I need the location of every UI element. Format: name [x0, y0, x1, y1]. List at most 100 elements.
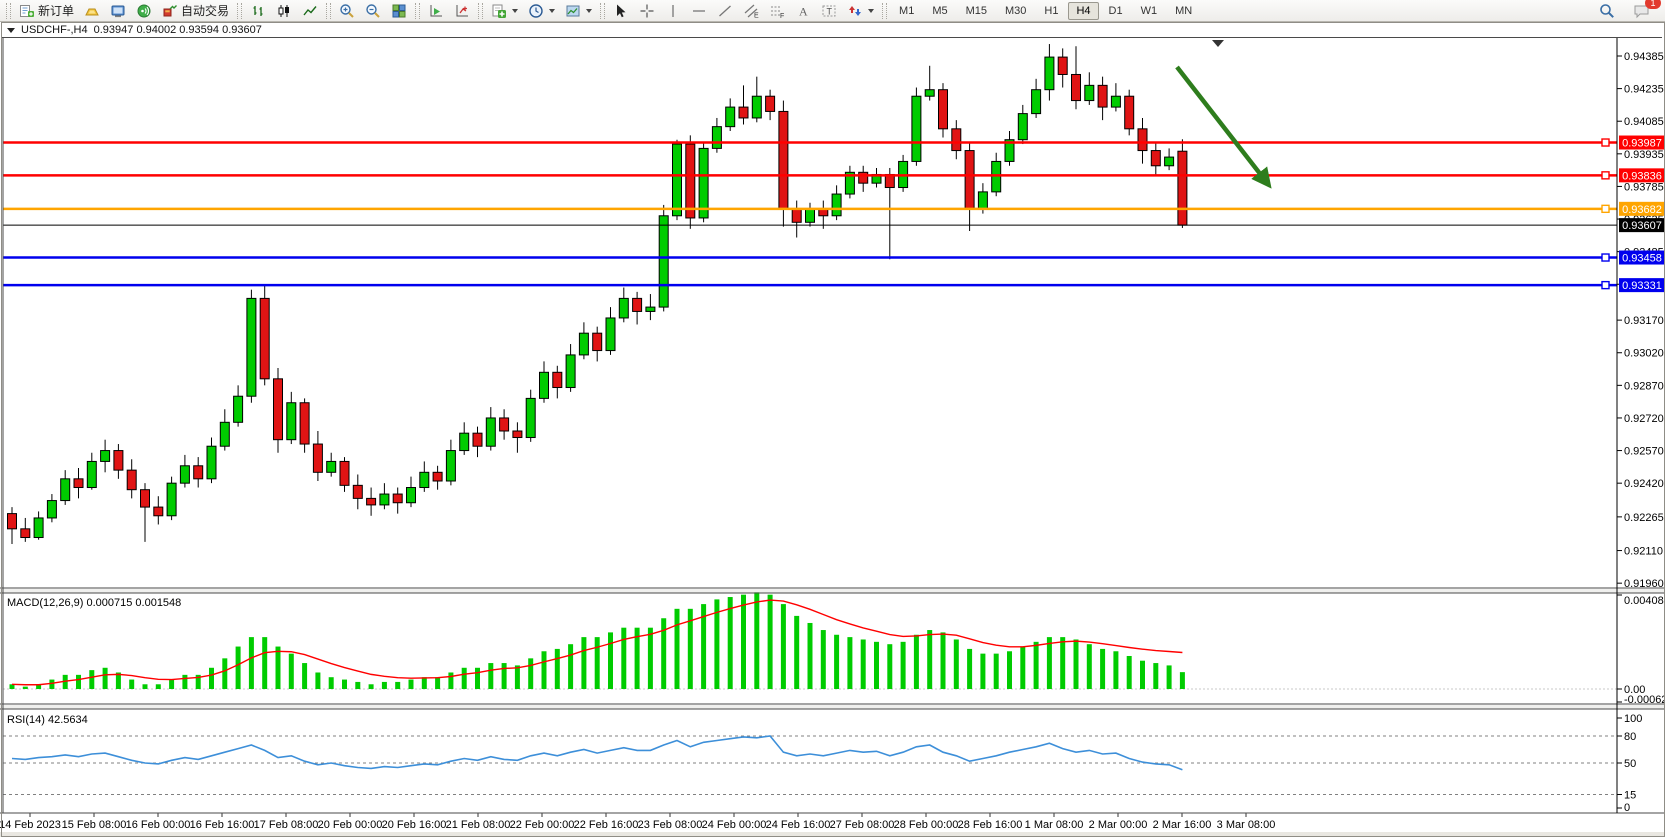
zoom-out-icon — [365, 3, 381, 19]
line-chart-mode-button[interactable] — [298, 1, 322, 21]
zoom-out-button[interactable] — [361, 1, 385, 21]
text-tool-button[interactable]: A — [791, 1, 815, 21]
dropdown-caret-icon — [549, 8, 556, 13]
svg-text:A: A — [799, 4, 808, 18]
svg-text:17 Feb 08:00: 17 Feb 08:00 — [254, 819, 319, 831]
price-tag — [1619, 201, 1665, 216]
vertical-line-icon — [665, 3, 681, 19]
notifications-button[interactable]: 1 — [1629, 0, 1661, 21]
timeframe-m1-button[interactable]: M1 — [899, 4, 915, 17]
signal-button[interactable] — [132, 1, 156, 21]
search-button[interactable] — [1595, 1, 1619, 21]
svg-text:0.93836: 0.93836 — [1622, 170, 1662, 182]
tile-windows-icon — [391, 3, 407, 19]
period-button[interactable] — [524, 1, 559, 21]
rsi-label: RSI(14) 42.5634 — [7, 714, 88, 726]
channel-icon: E — [743, 3, 759, 19]
svg-text:16 Feb 16:00: 16 Feb 16:00 — [190, 819, 255, 831]
horizontal-level-line[interactable]: 0.93331 — [3, 278, 1665, 293]
tile-windows-button[interactable] — [387, 1, 411, 21]
arrows-tool-button[interactable] — [843, 1, 878, 21]
toolbar-grip — [478, 2, 484, 19]
svg-text:2 Mar 16:00: 2 Mar 16:00 — [1153, 819, 1212, 831]
cursor-icon — [613, 3, 629, 19]
strategy-tester-button[interactable] — [424, 1, 448, 21]
vertical-line-tool-button[interactable] — [661, 1, 685, 21]
timeframe-m30-button[interactable]: M30 — [1005, 4, 1027, 17]
timeframe-m15-button[interactable]: M15 — [965, 4, 987, 17]
svg-text:-0.000622: -0.000622 — [1624, 694, 1665, 706]
toolbar-grip — [600, 2, 606, 19]
svg-text:21 Feb 08:00: 21 Feb 08:00 — [446, 819, 511, 831]
horizontal-line-icon — [691, 3, 707, 19]
horizontal-level-line[interactable]: 0.93987 — [3, 135, 1665, 150]
line-chart-icon — [302, 3, 318, 19]
line-handle — [1601, 138, 1610, 147]
auto-trading-button[interactable]: 自动交易 — [158, 1, 233, 21]
svg-text:T: T — [827, 6, 833, 16]
data-window-button[interactable] — [450, 1, 474, 21]
candlestick-chart-icon — [276, 3, 292, 19]
svg-text:20 Feb 00:00: 20 Feb 00:00 — [318, 819, 383, 831]
notification-badge: 1 — [1645, 0, 1661, 9]
rsi-line — [11, 735, 1183, 771]
svg-text:15: 15 — [1624, 790, 1636, 802]
client-terminal-button[interactable] — [106, 1, 130, 21]
text-label-tool-button[interactable]: T — [817, 1, 841, 21]
line-handle — [1601, 171, 1610, 180]
add-indicator-button[interactable] — [487, 1, 522, 21]
macd-signal-line — [11, 599, 1183, 686]
price-tag — [1619, 218, 1665, 233]
deposit-button[interactable] — [80, 1, 104, 21]
toolbar-grip — [326, 2, 332, 19]
horizontal-level-line[interactable]: 0.93836 — [3, 168, 1665, 183]
chart-shift-marker[interactable] — [1212, 40, 1224, 47]
svg-text:0.94085: 0.94085 — [1624, 116, 1664, 128]
chart-symbol-title: USDCHF-,H4 — [21, 24, 88, 36]
time-axis: 14 Feb 2023 15 Feb 08:00 16 Feb 00:00 16 Fe… — [0, 813, 1275, 831]
fibonacci-tool-button[interactable]: F — [765, 1, 789, 21]
crosshair-icon — [639, 3, 655, 19]
new-order-button[interactable]: 新订单 — [15, 1, 78, 21]
new-order-label: 新订单 — [38, 4, 75, 18]
macd-histogram — [9, 592, 1185, 689]
auto-trading-label: 自动交易 — [181, 4, 230, 18]
svg-text:0: 0 — [1624, 802, 1630, 814]
trend-arrow-annotation[interactable] — [1175, 65, 1272, 189]
horizontal-level-line[interactable]: 0.93682 — [3, 201, 1665, 216]
cursor-tool-button[interactable] — [609, 1, 633, 21]
horizontal-level-line[interactable]: 0.93458 — [3, 250, 1665, 265]
horizontal-line-tool-button[interactable] — [687, 1, 711, 21]
svg-text:0.93458: 0.93458 — [1622, 253, 1662, 265]
bar-chart-mode-button[interactable] — [246, 1, 270, 21]
template-button[interactable] — [561, 1, 596, 21]
svg-text:0.93682: 0.93682 — [1622, 204, 1662, 216]
timeframe-h4-button[interactable]: H4 — [1068, 1, 1099, 20]
price-tag — [1619, 135, 1665, 150]
timeframe-h1-button[interactable]: H1 — [1044, 4, 1059, 17]
trendline-tool-button[interactable] — [713, 1, 737, 21]
svg-text:14 Feb 2023: 14 Feb 2023 — [0, 819, 61, 831]
zoom-in-button[interactable] — [335, 1, 359, 21]
chart-title-bar[interactable]: USDCHF-,H4 0.93947 0.94002 0.93594 0.936… — [2, 23, 1662, 38]
svg-text:0.91960: 0.91960 — [1624, 578, 1664, 590]
new-order-icon — [19, 3, 35, 19]
timeframe-w1-button[interactable]: W1 — [1140, 4, 1158, 17]
svg-text:0.94385: 0.94385 — [1624, 51, 1664, 63]
timeframe-mn-button[interactable]: MN — [1175, 4, 1193, 17]
crosshair-tool-button[interactable] — [635, 1, 659, 21]
timeframe-m5-button[interactable]: M5 — [932, 4, 948, 17]
horizontal-level-line[interactable]: 0.93607 — [3, 218, 1665, 233]
candlestick-mode-button[interactable] — [272, 1, 296, 21]
svg-text:0.92720: 0.92720 — [1624, 413, 1664, 425]
svg-text:0.004085: 0.004085 — [1624, 595, 1665, 607]
price-tag — [1619, 250, 1665, 265]
collapse-chart-icon[interactable] — [7, 27, 15, 33]
svg-text:100: 100 — [1624, 713, 1642, 725]
timeframe-d1-button[interactable]: D1 — [1108, 4, 1123, 17]
equidistant-channel-tool-button[interactable]: E — [739, 1, 763, 21]
svg-text:F: F — [780, 13, 784, 19]
macd-label: MACD(12,26,9) 0.000715 0.001548 — [7, 597, 181, 609]
text-icon: A — [795, 3, 811, 19]
